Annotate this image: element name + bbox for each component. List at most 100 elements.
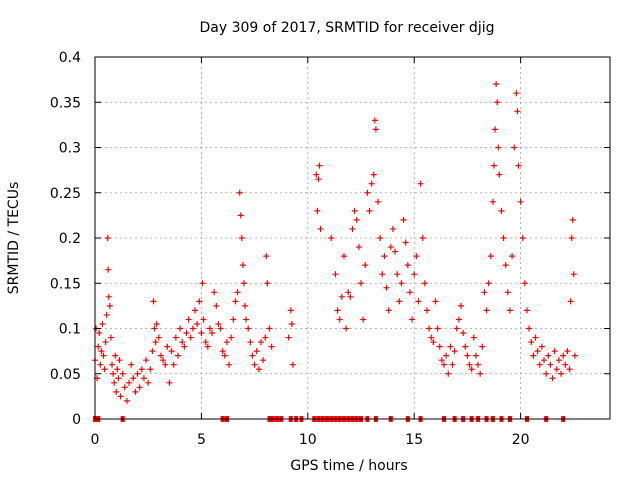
data-point: [151, 325, 158, 332]
data-point: [555, 357, 562, 364]
data-point: [392, 248, 399, 255]
data-point: [228, 334, 235, 341]
data-point: [562, 361, 569, 368]
data-point: [232, 298, 239, 305]
data-point: [347, 293, 354, 300]
data-point: [543, 370, 550, 377]
data-point: [162, 361, 169, 368]
data-point: [375, 198, 382, 205]
data-point: [381, 253, 388, 260]
data-point: [101, 366, 108, 373]
data-point: [263, 253, 270, 260]
data-point: [481, 289, 488, 296]
data-point: [432, 298, 439, 305]
data-point: [355, 244, 362, 251]
data-point: [103, 311, 110, 318]
data-point: [185, 316, 192, 323]
data-point: [226, 361, 233, 368]
data-point: [147, 366, 154, 373]
data-point: [264, 280, 271, 287]
data-point: [402, 239, 409, 246]
data-point: [492, 126, 499, 133]
data-point: [198, 330, 205, 337]
y-tick-label: 0.1: [59, 322, 81, 338]
data-point: [517, 198, 524, 205]
data-point: [366, 207, 373, 214]
data-point: [140, 375, 147, 382]
data-point: [404, 262, 411, 269]
data-point: [569, 216, 576, 223]
data-point: [534, 348, 541, 355]
data-point: [202, 339, 209, 346]
data-point: [436, 343, 443, 350]
data-point: [99, 320, 106, 327]
data-point: [289, 361, 296, 368]
data-point: [211, 289, 218, 296]
data-point: [236, 189, 243, 196]
data-point: [288, 320, 295, 327]
data-point: [126, 379, 133, 386]
data-point: [192, 307, 199, 314]
data-point: [234, 289, 241, 296]
data-point: [242, 302, 249, 309]
data-point: [524, 307, 531, 314]
data-point: [136, 384, 143, 391]
data-point: [187, 334, 194, 341]
data-point: [243, 316, 250, 323]
data-point: [515, 162, 522, 169]
data-point: [343, 325, 350, 332]
data-point: [138, 366, 145, 373]
data-point: [364, 189, 371, 196]
data-point: [349, 225, 356, 232]
data-point: [568, 235, 575, 241]
data-point: [400, 216, 407, 223]
data-point: [221, 352, 228, 359]
data-point: [526, 325, 533, 332]
data-point: [199, 280, 206, 287]
x-tick-label: 20: [512, 432, 530, 448]
data-point: [115, 375, 122, 382]
data-point: [398, 280, 405, 287]
data-point: [379, 271, 386, 278]
data-point: [458, 302, 465, 309]
data-point: [567, 298, 574, 305]
data-point: [109, 361, 116, 368]
data-point: [453, 325, 460, 332]
data-point: [160, 357, 167, 364]
data-point: [340, 253, 347, 260]
data-point: [358, 280, 365, 287]
data-point: [209, 330, 216, 337]
data-point: [166, 379, 173, 386]
data-point: [260, 357, 267, 364]
data-point: [541, 357, 548, 364]
data-point: [495, 144, 502, 151]
data-point: [268, 343, 275, 350]
data-point: [419, 235, 426, 241]
data-point: [509, 253, 516, 260]
data-point: [449, 361, 456, 368]
data-point: [547, 361, 554, 368]
data-point: [287, 307, 294, 314]
data-point: [536, 361, 543, 368]
data-point: [462, 343, 469, 350]
data-point: [110, 370, 117, 377]
data-point: [204, 343, 211, 350]
data-point: [468, 366, 475, 373]
data-point: [328, 235, 335, 241]
data-point: [426, 325, 433, 332]
data-point: [493, 81, 500, 88]
data-point: [564, 348, 571, 355]
data-point: [313, 171, 320, 178]
data-point: [447, 343, 454, 350]
data-point: [249, 352, 256, 359]
data-point: [194, 320, 201, 327]
x-tick-label: 15: [405, 432, 423, 448]
data-point: [396, 298, 403, 305]
data-point: [255, 366, 262, 373]
data-point: [466, 361, 473, 368]
data-point: [368, 180, 375, 187]
data-point: [104, 235, 111, 241]
data-point: [200, 316, 207, 323]
data-point: [336, 316, 343, 323]
